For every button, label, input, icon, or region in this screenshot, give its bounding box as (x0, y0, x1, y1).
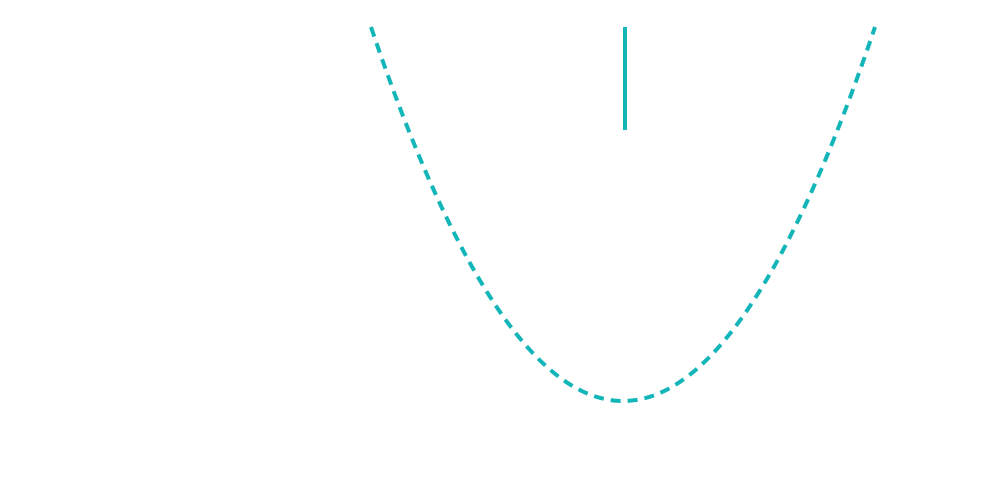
dashed-parabola (369, 26, 877, 403)
